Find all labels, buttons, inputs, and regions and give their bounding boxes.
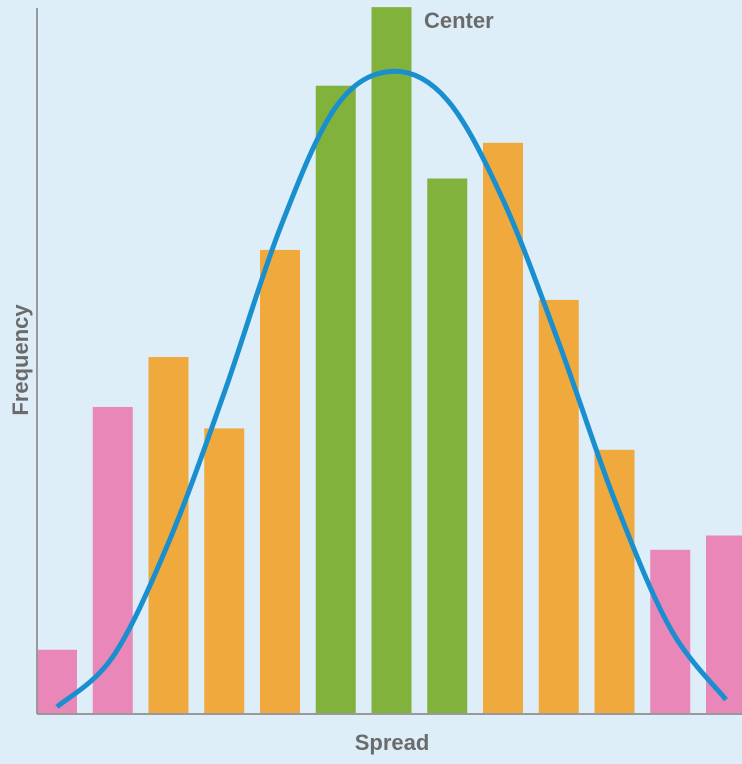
y-axis-label: Frequency xyxy=(8,304,33,416)
center-annotation: Center xyxy=(424,8,494,33)
bar xyxy=(92,406,133,714)
bar xyxy=(260,249,300,714)
bar xyxy=(37,649,77,714)
bar xyxy=(538,299,579,714)
bar xyxy=(315,85,356,715)
normal-curve xyxy=(55,68,728,709)
bar xyxy=(483,142,523,715)
bar xyxy=(706,535,742,714)
bar xyxy=(148,357,189,714)
bar xyxy=(204,428,245,714)
bar xyxy=(371,7,412,714)
x-axis-label: Spread xyxy=(355,730,430,755)
bar xyxy=(427,178,468,714)
bar xyxy=(594,449,635,714)
